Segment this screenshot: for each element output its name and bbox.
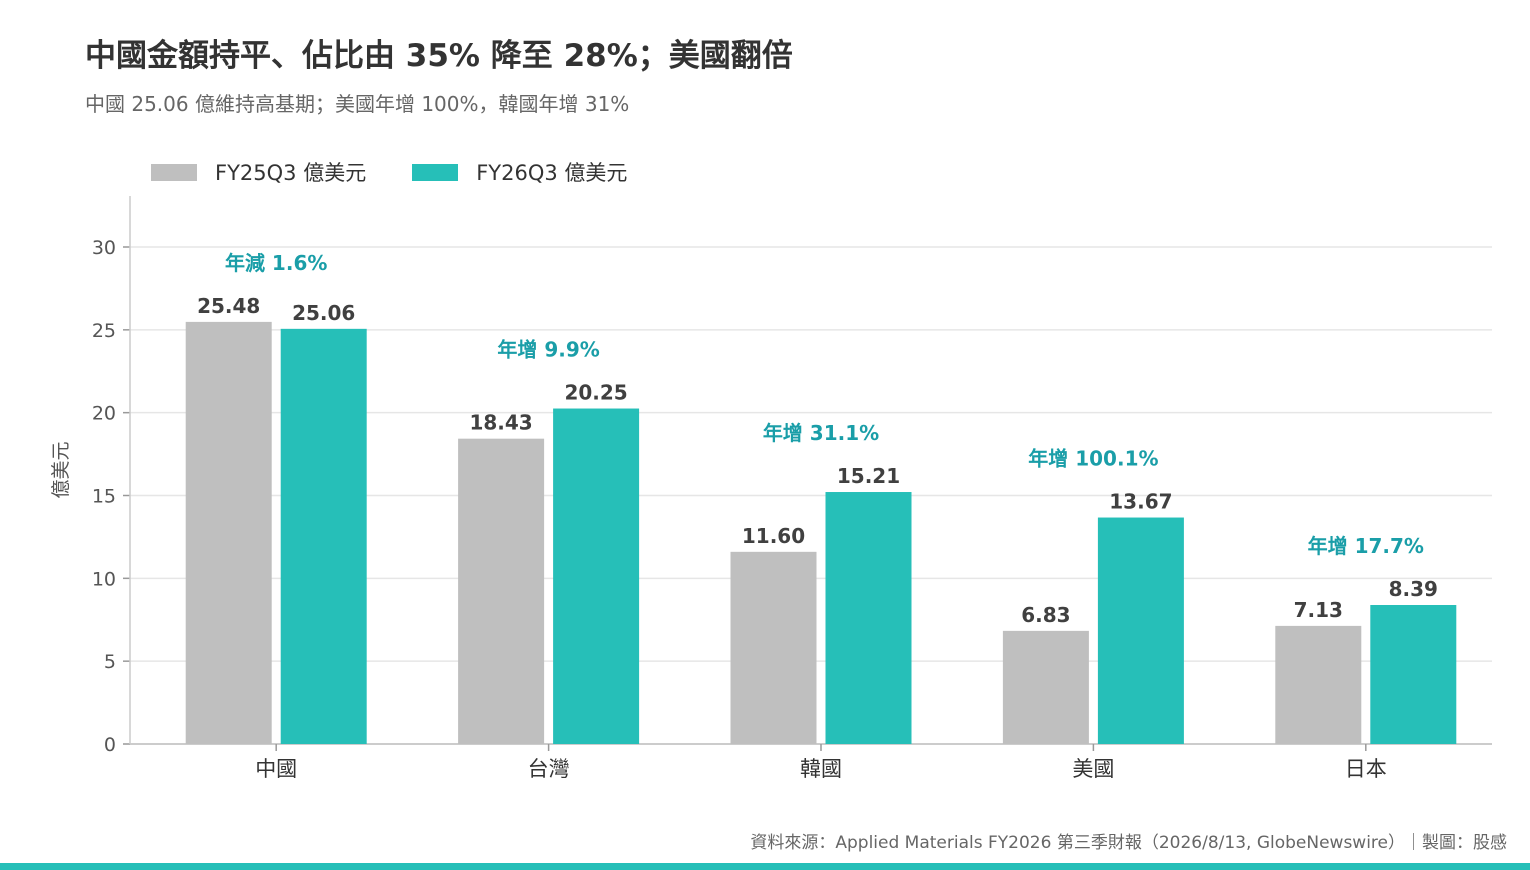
y-tick-label: 5 (104, 651, 116, 673)
bar-fy26 (825, 492, 912, 744)
bar-value-label: 15.21 (837, 464, 900, 488)
bar-fy25 (458, 438, 545, 744)
legend-item-fy25: FY25Q3 億美元 (151, 157, 366, 187)
bar-value-label: 13.67 (1109, 490, 1172, 514)
yoy-annotation: 年增 9.9% (497, 338, 599, 362)
x-tick-label: 韓國 (800, 757, 842, 781)
yoy-annotation: 年減 1.6% (225, 251, 327, 275)
chart-title: 中國金額持平、佔比由 35% 降至 28%；美國翻倍 (85, 38, 793, 74)
bar-fy26 (280, 328, 367, 744)
x-tick-label: 台灣 (528, 757, 570, 781)
chart-subtitle: 中國 25.06 億維持高基期；美國年增 100%，韓國年增 31% (85, 92, 630, 116)
bar-fy25 (185, 321, 272, 744)
bar-fy26 (1370, 605, 1457, 744)
bar-fy25 (1002, 630, 1089, 744)
bar-fy25 (730, 551, 817, 744)
x-tick-label: 中國 (255, 757, 297, 781)
legend-label-fy26: FY26Q3 億美元 (476, 161, 628, 185)
bar-value-label: 6.83 (1021, 603, 1070, 627)
x-tick-label: 美國 (1072, 757, 1114, 781)
bar-value-label: 7.13 (1294, 598, 1343, 622)
y-tick-label: 0 (104, 734, 116, 756)
yoy-annotation: 年增 31.1% (763, 421, 879, 445)
legend-swatch-fy25 (151, 163, 197, 181)
bar-fy26 (553, 408, 640, 744)
bar-value-label: 20.25 (564, 381, 627, 405)
legend-label-fy25: FY25Q3 億美元 (215, 161, 367, 185)
y-tick-label: 25 (92, 320, 116, 342)
legend-item-fy26: FY26Q3 億美元 (412, 157, 627, 187)
bar-value-label: 25.06 (292, 301, 355, 325)
bottom-accent-bar (0, 863, 1530, 870)
y-tick-label: 15 (92, 486, 116, 508)
yoy-annotation: 年增 17.7% (1308, 534, 1424, 558)
yoy-annotation: 年增 100.1% (1028, 447, 1158, 471)
bar-fy25 (1275, 625, 1362, 744)
bar-value-label: 18.43 (469, 411, 532, 435)
y-tick-label: 10 (92, 568, 116, 590)
bar-value-label: 11.60 (742, 524, 805, 548)
legend-swatch-fy26 (412, 163, 459, 181)
y-tick-label: 20 (92, 403, 116, 425)
source-note: 資料來源：Applied Materials FY2026 第三季財報（2026… (750, 833, 1507, 853)
bar-value-label: 8.39 (1389, 577, 1438, 601)
y-axis-label: 億美元 (50, 441, 72, 498)
bar-fy26 (1097, 517, 1184, 744)
x-tick-label: 日本 (1345, 757, 1387, 781)
y-tick-label: 30 (92, 237, 116, 259)
bar-value-label: 25.48 (197, 294, 260, 318)
legend: FY25Q3 億美元 FY26Q3 億美元 (151, 157, 673, 187)
